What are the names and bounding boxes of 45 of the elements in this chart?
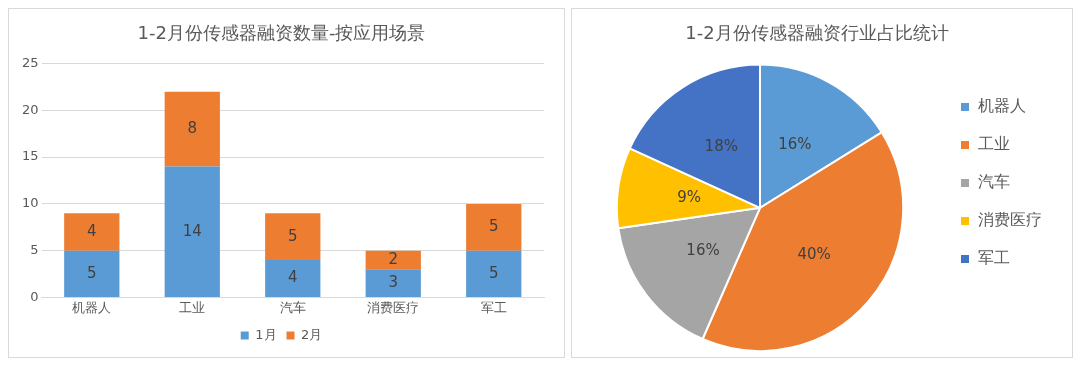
legend-label: 工业 [978, 134, 1010, 154]
data-label: 5 [488, 217, 499, 236]
data-label: 8 [187, 118, 198, 137]
bar [64, 250, 120, 297]
bar [466, 203, 522, 251]
bar [64, 213, 120, 251]
data-label: 5 [87, 263, 97, 282]
chart-title: 1-2月份传感器融资行业占比统计 [685, 22, 949, 44]
legend-label: 1月 [255, 326, 277, 342]
bar [365, 250, 421, 270]
bar [164, 91, 220, 167]
x-tick-label: 军工 [480, 299, 507, 315]
y-tick-label: 15 [22, 148, 39, 164]
bar [164, 166, 220, 297]
bar [265, 213, 321, 260]
data-label: 18% [704, 137, 738, 156]
chart-title: 1-2月份传感器融资数量-按应用场景 [137, 22, 426, 44]
data-label: 5 [488, 263, 499, 282]
bar [466, 250, 522, 297]
data-label: 16% [778, 135, 812, 154]
bar [365, 269, 421, 297]
data-label: 16% [686, 241, 720, 260]
legend-label: 汽车 [978, 172, 1010, 192]
x-tick-label: 汽车 [279, 299, 306, 315]
data-label: 2 [388, 249, 399, 268]
data-label: 40% [797, 244, 831, 263]
y-tick-label: 10 [22, 195, 39, 211]
x-tick-label: 工业 [179, 299, 206, 315]
data-label: 3 [388, 273, 399, 292]
data-label: 14 [182, 221, 202, 240]
data-label: 4 [87, 221, 97, 240]
y-tick-label: 0 [30, 288, 39, 304]
legend-label: 消费医疗 [978, 210, 1042, 230]
legend-label: 军工 [978, 248, 1010, 268]
data-label: 4 [288, 268, 298, 287]
legend-label: 机器人 [978, 96, 1026, 116]
data-label: 9% [677, 187, 702, 206]
x-tick-label: 消费医疗 [367, 299, 420, 315]
legend-label: 2月 [301, 326, 323, 342]
y-tick-label: 5 [30, 242, 39, 258]
y-tick-label: 20 [22, 101, 39, 117]
data-label: 5 [288, 226, 298, 245]
y-tick-label: 25 [22, 54, 39, 70]
bar [265, 259, 321, 297]
x-tick-label: 机器人 [72, 299, 112, 315]
